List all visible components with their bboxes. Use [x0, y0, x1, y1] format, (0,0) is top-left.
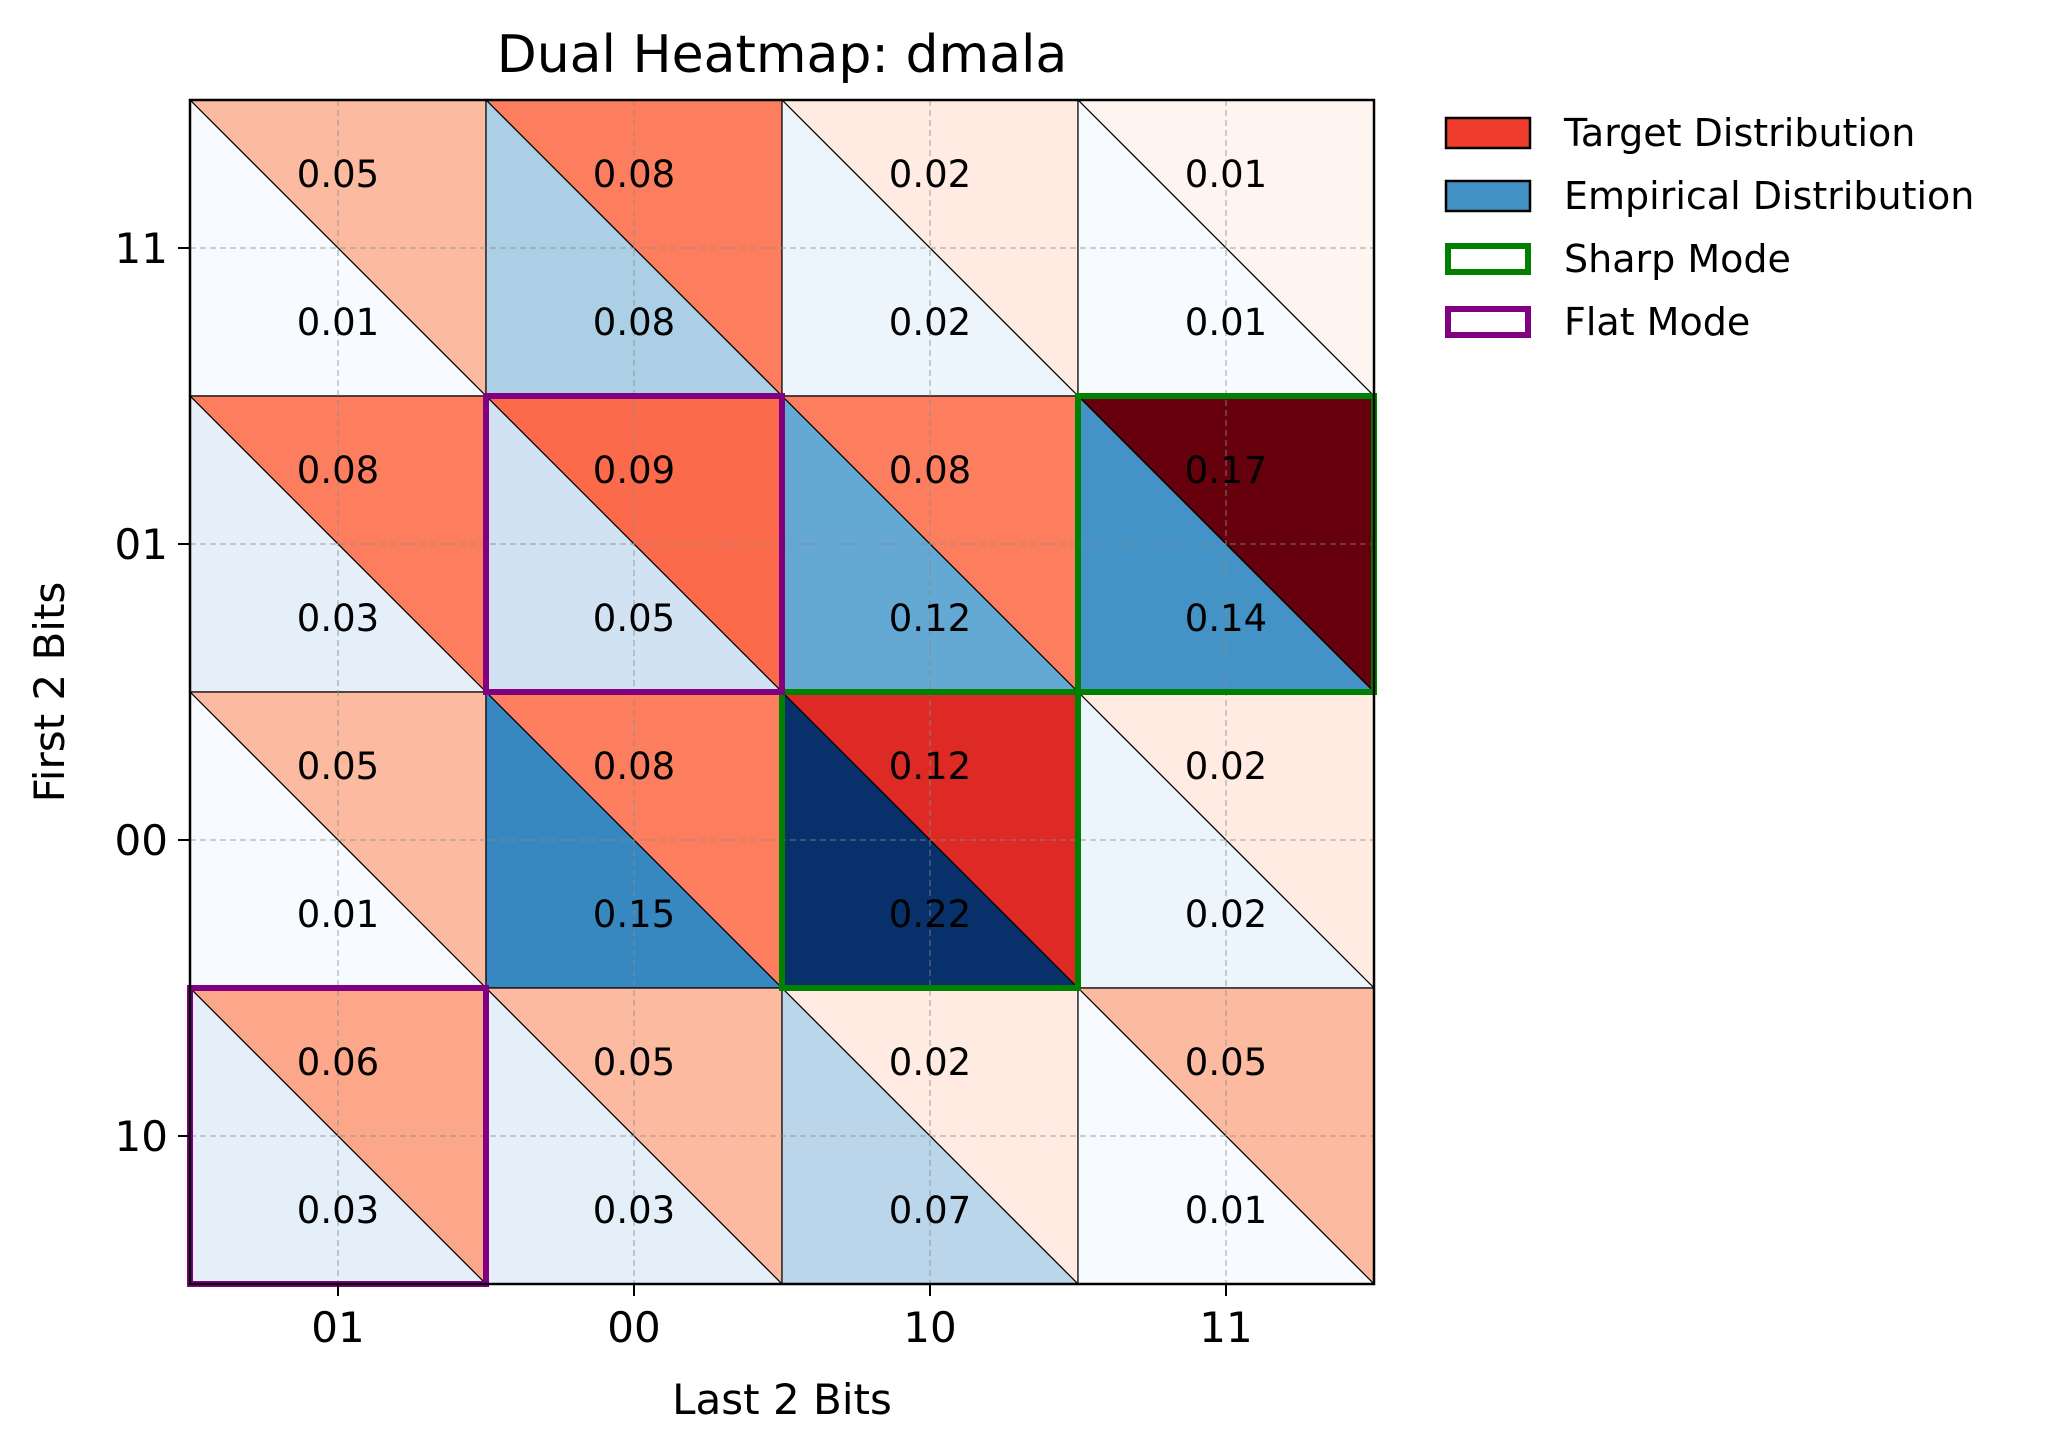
empirical-distribution-legend-swatch [1444, 179, 1532, 213]
flat-mode-legend-label: Flat Mode [1564, 300, 1750, 344]
chart-title: Dual Heatmap: dmala [497, 25, 1068, 85]
target-value-label: 0.09 [593, 449, 675, 492]
empirical-value-label: 0.03 [593, 1189, 675, 1232]
target-value-label: 0.12 [889, 745, 971, 788]
x-tick-label: 10 [903, 1303, 956, 1352]
x-tick-label: 11 [1199, 1303, 1252, 1352]
legend: Target Distribution Empirical Distributio… [1444, 111, 1974, 344]
target-value-label: 0.06 [297, 1041, 379, 1084]
empirical-value-label: 0.12 [889, 597, 971, 640]
flat-mode-highlight [483, 393, 785, 695]
sharp-mode-legend-swatch [1445, 243, 1531, 275]
empirical-value-label: 0.15 [593, 893, 675, 936]
x-axis-label: Last 2 Bits [672, 1375, 892, 1424]
target-distribution-legend-label: Target Distribution [1563, 111, 1915, 155]
x-tick-label: 00 [607, 1303, 660, 1352]
empirical-value-label: 0.01 [297, 893, 379, 936]
empirical-value-label: 0.14 [1185, 597, 1267, 640]
empirical-value-label: 0.05 [593, 597, 675, 640]
empirical-value-label: 0.03 [297, 597, 379, 640]
y-tick-label: 01 [115, 520, 168, 569]
cell-value-labels: 0.05 0.01 0.08 0.08 0.02 0.02 0.01 0.01 0.08 0.03… [297, 153, 1267, 1232]
target-value-label: 0.08 [889, 449, 971, 492]
empirical-value-label: 0.08 [593, 301, 675, 344]
empirical-value-label: 0.01 [1185, 301, 1267, 344]
target-value-label: 0.08 [593, 153, 675, 196]
empirical-distribution-legend-label: Empirical Distribution [1564, 174, 1974, 218]
empirical-value-label: 0.02 [1185, 893, 1267, 936]
target-value-label: 0.05 [297, 153, 379, 196]
target-value-label: 0.02 [889, 1041, 971, 1084]
x-tick-label: 01 [311, 1303, 364, 1352]
target-value-label: 0.02 [1185, 745, 1267, 788]
y-tick-label: 00 [115, 816, 168, 865]
plot-frame [188, 98, 1376, 1286]
empirical-value-label: 0.07 [889, 1189, 971, 1232]
empirical-value-label: 0.03 [297, 1189, 379, 1232]
y-tick-label: 11 [115, 224, 168, 273]
flat-mode-legend-swatch [1445, 306, 1531, 338]
target-value-label: 0.08 [593, 745, 675, 788]
y-axis-ticks: 11 01 00 10 [115, 224, 190, 1161]
empirical-value-label: 0.01 [297, 301, 379, 344]
target-value-label: 0.05 [297, 745, 379, 788]
target-value-label: 0.01 [1185, 153, 1267, 196]
x-axis-ticks: 01 00 10 11 [311, 1284, 1253, 1352]
y-tick-label: 10 [115, 1112, 168, 1161]
y-axis-label: First 2 Bits [25, 582, 74, 803]
target-distribution-legend-swatch [1444, 116, 1532, 150]
target-value-label: 0.17 [1185, 449, 1267, 492]
target-value-label: 0.08 [297, 449, 379, 492]
empirical-value-label: 0.02 [889, 301, 971, 344]
target-value-label: 0.05 [593, 1041, 675, 1084]
sharp-mode-legend-label: Sharp Mode [1564, 237, 1791, 281]
target-value-label: 0.02 [889, 153, 971, 196]
empirical-value-label: 0.22 [889, 893, 971, 936]
empirical-value-label: 0.01 [1185, 1189, 1267, 1232]
sharp-mode-highlight [779, 689, 1081, 991]
target-value-label: 0.05 [1185, 1041, 1267, 1084]
